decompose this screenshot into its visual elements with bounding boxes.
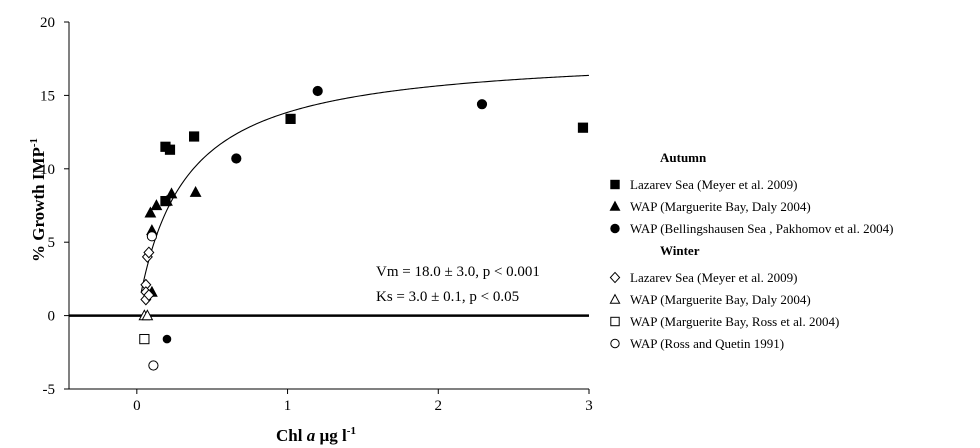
y-axis-ticks: -5 0 5 10 15 20: [40, 15, 69, 398]
x-tick-label: 1: [284, 398, 292, 414]
legend-marker: [609, 293, 621, 304]
legend-heading: Autumn: [660, 150, 707, 165]
annotation-ks: Ks = 3.0 ± 0.1, p < 0.05: [376, 289, 519, 305]
legend: Autumn Lazarev Sea (Meyer et al. 2009) WAP…: [609, 150, 893, 351]
y-axis-title-sup: -1: [28, 138, 40, 147]
y-tick-label: 10: [40, 162, 55, 178]
x-tick-label: 2: [435, 398, 443, 414]
x-axis-title-main: Chl: [276, 426, 303, 445]
data-point: [144, 206, 157, 218]
data-point: [476, 99, 488, 110]
data-point: [143, 246, 155, 259]
legend-marker: [609, 271, 621, 284]
x-axis-title-italic: a: [303, 426, 316, 445]
y-tick-label: 0: [48, 309, 56, 325]
data-point: [165, 187, 178, 199]
legend-marker: [609, 200, 621, 211]
annotation-vm: Vm = 18.0 ± 3.0, p < 0.001: [376, 264, 540, 280]
data-point: [146, 231, 157, 242]
data-point: [162, 334, 172, 344]
data-point: [285, 113, 296, 124]
y-tick-label: -5: [43, 382, 56, 398]
legend-label: WAP (Marguerite Bay, Daly 2004): [630, 199, 811, 214]
data-point: [164, 144, 176, 155]
y-axis-title: % Growth IMP-1: [28, 138, 48, 262]
data-point: [189, 185, 202, 197]
y-axis-title-main: % Growth IMP: [29, 147, 48, 262]
x-axis-title-sup: -1: [347, 425, 356, 437]
data-point: [139, 333, 150, 345]
legend-label: WAP (Marguerite Bay, Daly 2004): [630, 292, 811, 307]
legend-marker: [610, 316, 620, 327]
data-point: [148, 360, 159, 371]
data-point: [189, 131, 200, 142]
legend-label: WAP (Bellingshausen Sea , Pakhomov et al…: [630, 221, 893, 236]
legend-label: Lazarev Sea (Meyer et al. 2009): [630, 177, 797, 192]
legend-marker: [610, 223, 620, 234]
x-axis-ticks: 0 1 2 3: [133, 389, 593, 414]
x-axis-title: Chl a µg l-1: [276, 425, 356, 445]
data-point: [312, 85, 323, 97]
data-point: [161, 194, 173, 206]
legend-label: Lazarev Sea (Meyer et al. 2009): [630, 270, 797, 285]
data-point: [141, 309, 154, 321]
data-point: [143, 289, 155, 302]
data-point: [231, 153, 242, 164]
x-tick-label: 0: [133, 398, 141, 414]
x-tick-label: 3: [585, 398, 593, 414]
data-point: [577, 122, 589, 133]
x-axis-title-units: µg l: [315, 426, 347, 445]
fit-curve: [140, 74, 590, 292]
legend-label: WAP (Marguerite Bay, Ross et al. 2004): [630, 314, 839, 329]
data-point: [150, 199, 163, 211]
y-tick-label: 5: [48, 235, 56, 251]
y-tick-label: 20: [40, 15, 55, 31]
legend-marker: [610, 338, 620, 349]
legend-heading: Winter: [660, 243, 700, 258]
y-tick-label: 15: [40, 88, 55, 104]
legend-marker: [610, 179, 620, 190]
data-points: [138, 85, 589, 371]
legend-label: WAP (Ross and Quetin 1991): [630, 336, 784, 351]
